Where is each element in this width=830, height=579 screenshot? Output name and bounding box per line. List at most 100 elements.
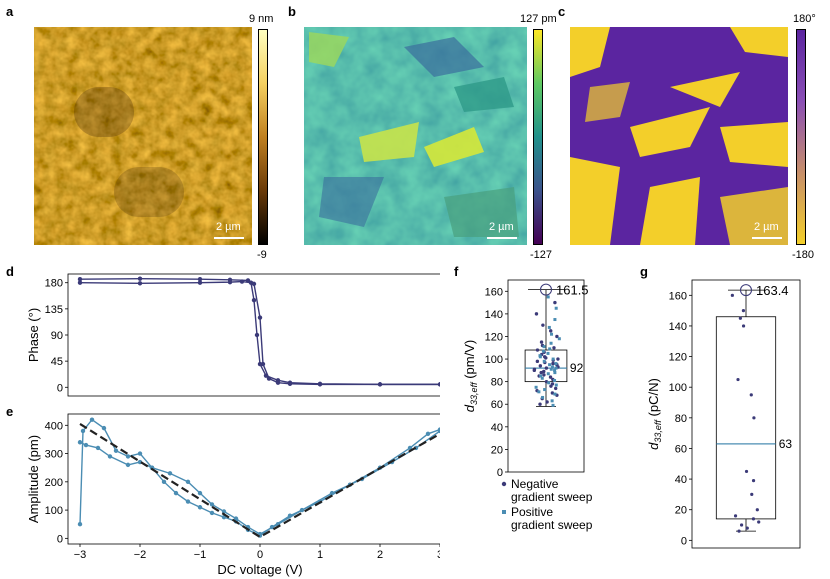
negative-sweep-point (532, 367, 537, 371)
positive-sweep-point (554, 383, 558, 387)
data-point (113, 448, 119, 453)
data-point (425, 431, 431, 436)
series-line-branch-low (79, 280, 440, 386)
y-tick-label: 400 (45, 420, 63, 432)
y-tick-label: 100 (485, 354, 503, 366)
colorbar-b (533, 29, 543, 245)
data-point (741, 324, 746, 328)
data-point (77, 440, 83, 445)
negative-sweep-point (545, 400, 549, 404)
pfm-amplitude-image: 2 µm (304, 27, 527, 245)
x-axis-label: DC voltage (V) (217, 562, 302, 577)
positive-sweep-point (553, 371, 557, 375)
plot-frame (507, 279, 585, 473)
positive-sweep-point (551, 357, 555, 361)
series-line-sweep-lower (79, 430, 440, 535)
data-point (275, 378, 281, 383)
y-tick-label: 20 (675, 505, 687, 517)
data-point (737, 529, 741, 533)
negative-sweep-point (535, 359, 540, 364)
data-point (173, 490, 179, 496)
y-axis-label: d33,eff (pm/V) (462, 340, 479, 412)
data-point (80, 428, 86, 434)
legend-text: gradient sweep (511, 490, 593, 504)
data-point (755, 508, 759, 512)
data-point (257, 361, 263, 367)
iqr-box (715, 316, 777, 520)
data-point (248, 280, 254, 285)
scalebar-a (214, 237, 244, 239)
data-point (89, 417, 95, 422)
data-point (287, 380, 293, 385)
plot-frame (691, 279, 801, 549)
legend-text: Positive (511, 505, 553, 519)
negative-sweep-point (550, 391, 555, 395)
x-tick-label: 0 (257, 549, 263, 561)
data-point (317, 381, 323, 386)
y-tick-label: 160 (669, 290, 687, 302)
colorbar-b-min: -127 (530, 249, 553, 261)
positive-sweep-point (548, 347, 552, 351)
data-point (167, 471, 173, 476)
data-point (733, 514, 738, 518)
positive-sweep-point (550, 365, 554, 369)
data-point (185, 499, 191, 504)
max-label: 163.4 (756, 283, 789, 298)
y-tick-label: 160 (485, 286, 503, 298)
data-point (77, 280, 83, 285)
x-tick-label: −3 (74, 549, 87, 561)
panel-label-g: g (640, 264, 648, 279)
data-point (329, 490, 335, 496)
panel-label-b: b (288, 4, 296, 19)
data-point (407, 445, 413, 451)
plot-frame (67, 273, 440, 397)
positive-sweep-point (557, 337, 561, 341)
x-tick-label: 1 (317, 549, 323, 561)
y-tick-label: 300 (45, 449, 63, 461)
scalebar-c (752, 237, 782, 239)
panel-label-c: c (558, 4, 566, 19)
positive-sweep-point (551, 403, 555, 407)
amplitude-butterfly-chart: 0 100 200 300 400 −3 −2 −1 0 1 2 3 Amplitude (pm) DC … (26, 413, 440, 577)
phase-hysteresis-chart: 0 45 90 135 180 Phase (°) (26, 273, 440, 397)
data-point (437, 382, 440, 387)
positive-sweep-point (554, 306, 558, 310)
positive-sweep-point (534, 385, 538, 389)
y-tick-label: 80 (491, 377, 503, 389)
y-axis-label: Phase (°) (26, 308, 41, 362)
data-point (750, 492, 754, 496)
data-point (101, 425, 107, 431)
y-tick-label: 40 (675, 474, 687, 486)
panel-label-f: f (454, 264, 459, 279)
positive-sweep-point (539, 374, 543, 378)
data-point (751, 479, 756, 483)
max-marker (540, 283, 552, 296)
negative-sweep-point (534, 312, 539, 316)
y-tick-label: 60 (675, 443, 687, 455)
positive-sweep-point (554, 366, 558, 370)
positive-sweep-point (540, 376, 544, 380)
data-point (257, 315, 263, 320)
y-tick-label: 90 (51, 330, 63, 342)
positive-sweep-point (542, 359, 546, 363)
data-point (125, 462, 131, 468)
negative-sweep-point (549, 329, 553, 333)
colorbar-c-max: 180° (793, 13, 816, 25)
data-point (227, 279, 233, 285)
negative-sweep-point (548, 375, 553, 379)
colorbar-a-min: -9 (257, 249, 267, 261)
data-point (738, 316, 742, 320)
positive-sweep-point (547, 325, 551, 329)
positive-sweep-point (546, 295, 550, 299)
data-point (83, 442, 89, 448)
legend-text: Negative (511, 477, 559, 491)
data-point (749, 393, 753, 397)
data-point (185, 479, 191, 485)
median-label: 63 (779, 437, 793, 451)
positive-sweep-point (541, 349, 545, 353)
positive-sweep-point (543, 388, 547, 392)
colorbar-c (796, 29, 806, 245)
negative-sweep-point (553, 300, 557, 305)
negative-sweep-point (538, 402, 542, 406)
data-point (745, 526, 749, 530)
